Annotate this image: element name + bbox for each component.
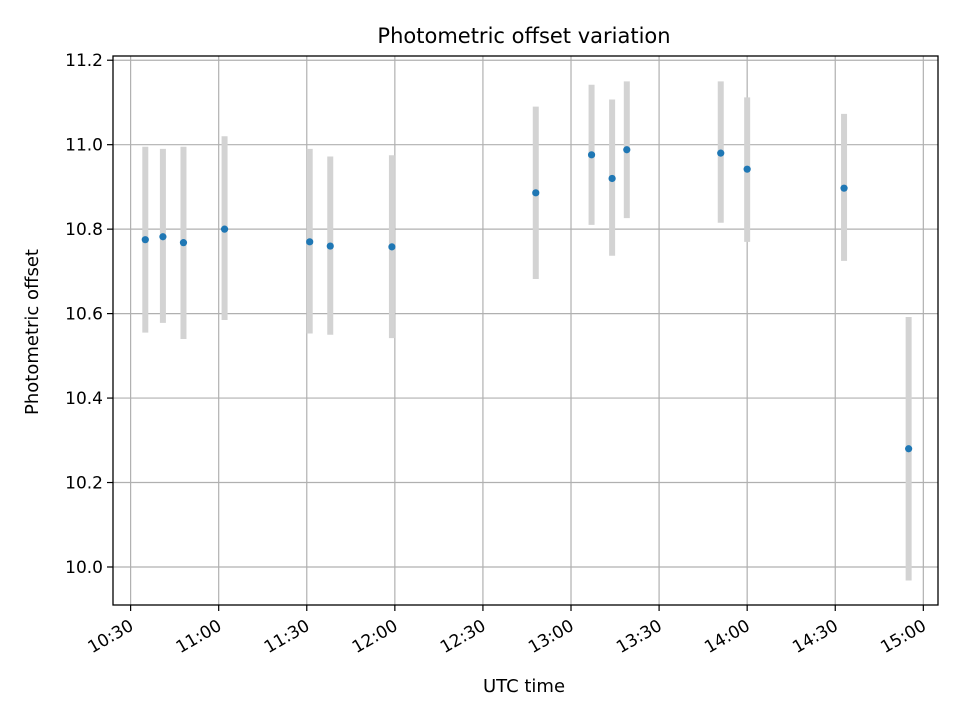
data-point (326, 242, 334, 250)
plot-frame (112, 55, 939, 606)
data-point (587, 151, 596, 159)
y-tick-label: 10.2 (65, 474, 103, 494)
data-point (159, 233, 167, 241)
grid-lines (113, 56, 938, 605)
data-point (141, 236, 149, 244)
data-point (532, 189, 540, 197)
data-points (141, 146, 913, 453)
y-tick-label: 10.6 (65, 305, 103, 325)
y-axis-label: Photometric offset (22, 249, 43, 415)
y-tick-label: 11.2 (65, 51, 103, 71)
y-axis-ticks: 10.0 10.2 10.4 10.6 10.8 11.0 11.2 (65, 51, 113, 578)
y-tick-label: 10.0 (65, 558, 103, 578)
data-point (623, 146, 631, 154)
data-point (717, 149, 725, 157)
data-point (179, 239, 188, 247)
y-tick-label: 11.0 (65, 136, 103, 156)
x-axis-label: UTC time (483, 676, 565, 697)
y-tick-label: 10.4 (65, 389, 103, 409)
data-point (905, 445, 913, 453)
chart-title: Photometric offset variation (377, 24, 670, 48)
data-point (388, 243, 396, 251)
data-point (220, 225, 229, 233)
y-tick-label: 10.8 (65, 220, 103, 240)
data-point (306, 238, 314, 246)
data-point (743, 165, 751, 173)
data-point (840, 184, 848, 192)
data-point (608, 174, 616, 183)
